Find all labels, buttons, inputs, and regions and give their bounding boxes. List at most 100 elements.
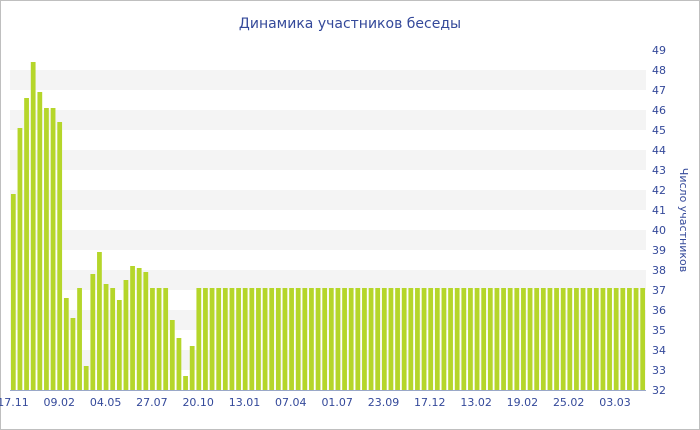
bar [348,288,354,390]
y-tick-label: 34 [652,344,666,357]
bar [196,288,202,390]
y-tick-label: 43 [652,164,666,177]
bar [90,274,96,390]
bar [37,92,43,390]
bar [534,288,540,390]
chart-title: Динамика участников беседы [239,16,461,32]
bar [242,288,248,390]
bar [17,128,23,390]
bar [262,288,268,390]
bar [289,288,294,390]
bar [30,62,36,390]
bar [24,98,29,390]
bar [256,288,261,390]
grid-band [10,190,646,210]
grid-band [10,310,646,330]
x-tick-label: 27.07 [136,396,168,409]
bar [375,288,381,390]
x-tick-label: 25.02 [553,396,585,409]
grid-band [10,70,646,90]
bar [342,288,347,390]
grid-band [10,270,646,290]
bar [362,288,367,390]
x-tick-label: 04.05 [90,396,122,409]
bar [587,288,593,390]
bar [282,288,288,390]
x-tick-label: 20.10 [182,396,214,409]
bar [222,288,228,390]
bar [501,288,506,390]
bar [269,288,275,390]
y-tick-label: 40 [652,224,666,237]
bar [454,288,460,390]
x-tick-label: 13.02 [460,396,492,409]
x-tick-label: 23.09 [368,396,400,409]
y-axis-label: Число участников [677,168,690,272]
y-tick-label: 46 [652,104,666,117]
bar [567,288,573,390]
bar [309,288,314,390]
bar [57,122,63,390]
bar [474,288,480,390]
bar [554,288,559,390]
bar [527,288,533,390]
bar [521,288,526,390]
bar-series [10,62,646,390]
bar [143,272,149,390]
grid-bands [10,70,646,370]
bar [487,288,493,390]
y-tick-label: 45 [652,124,666,137]
bar [236,288,241,390]
bar [302,288,308,390]
y-tick-label: 41 [652,204,666,217]
bar [421,288,427,390]
bar [395,288,400,390]
bar [368,288,374,390]
bar [275,288,281,390]
bar [428,288,434,390]
bar [494,288,500,390]
bar [381,288,387,390]
bar [103,284,109,390]
x-tick-label: 09.02 [44,396,76,409]
bar [216,288,222,390]
bar [574,288,579,390]
bar [607,288,612,390]
bar [77,288,82,390]
bar [189,346,195,390]
x-tick-label: 17.11 [0,396,29,409]
y-tick-label: 32 [652,384,666,397]
bar [560,288,566,390]
bar [514,288,520,390]
bar [123,280,129,390]
bar [315,288,321,390]
bar [355,288,361,390]
bar [633,288,639,390]
x-tick-label: 01.07 [321,396,353,409]
y-tick-label: 48 [652,64,666,77]
bar [540,288,546,390]
bar [169,320,175,390]
bar [408,288,414,390]
bar [130,266,135,390]
bar [593,288,599,390]
y-tick-label: 49 [652,44,666,57]
bar [468,288,473,390]
y-tick-label: 44 [652,144,666,157]
bar [627,288,632,390]
bar [415,288,420,390]
bar [401,288,407,390]
y-axis-ticks: 32 33 34 35 36 37 38 39 40 41 42 43 44 45 46 47 48 49 [652,44,666,397]
grid-band [10,230,646,250]
grid-band [10,150,646,170]
x-axis-ticks: 17.11 09.02 04.05 27.07 20.10 13.01 07.04 01.07… [0,396,631,409]
bar [83,366,89,390]
bar [209,288,215,390]
bar [44,108,49,390]
bar [461,288,467,390]
y-tick-label: 37 [652,284,666,297]
bar [600,288,606,390]
bar [176,338,182,390]
x-tick-label: 03.03 [599,396,631,409]
bar [156,288,162,390]
